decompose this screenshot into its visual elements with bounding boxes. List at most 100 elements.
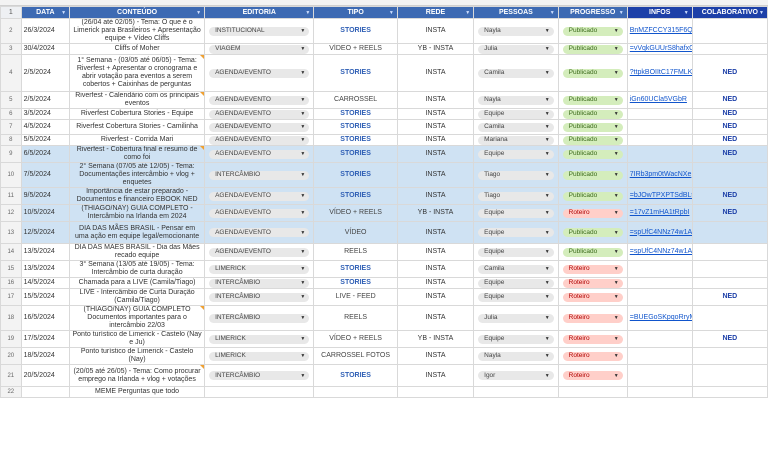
- cell-content[interactable]: (20/05 até 26/05) - Tema: Como procurar …: [69, 364, 206, 387]
- row-number[interactable]: 20: [0, 347, 22, 365]
- cell-rede[interactable]: INSTA: [396, 305, 475, 331]
- cell-date[interactable]: 6/5/2024: [20, 145, 71, 163]
- cell-progresso[interactable]: Publicado ▼: [557, 187, 628, 205]
- cell-colaborativo[interactable]: NED: [691, 204, 768, 222]
- cell-progresso[interactable]: Roteiro ▼: [557, 277, 628, 289]
- cell-info-link[interactable]: [626, 347, 693, 365]
- pessoa-dropdown[interactable]: Nayla ▼: [478, 351, 554, 361]
- cell-progresso[interactable]: Publicado ▼: [557, 134, 628, 146]
- cell-pessoas[interactable]: Nayla ▼: [473, 18, 559, 44]
- cell-colaborativo[interactable]: [691, 386, 768, 398]
- cell-date[interactable]: 16/5/2024: [20, 305, 71, 331]
- cell-editoria[interactable]: VIAGEM ▼: [204, 43, 315, 55]
- pessoa-dropdown[interactable]: Equipe ▼: [478, 247, 554, 257]
- cell-date[interactable]: 15/5/2024: [20, 288, 71, 306]
- cell-editoria[interactable]: AGENDA/EVENTO ▼: [204, 243, 315, 261]
- editoria-dropdown[interactable]: AGENDA/EVENTO ▼: [209, 95, 310, 105]
- cell-content[interactable]: Chamada para a LIVE (Camila/Tiago): [69, 277, 206, 289]
- dropdown-arrow-icon[interactable]: ▼: [300, 280, 306, 286]
- dropdown-arrow-icon[interactable]: ▼: [544, 280, 550, 286]
- cell-pessoas[interactable]: [473, 386, 559, 398]
- cell-progresso[interactable]: Roteiro ▼: [557, 260, 628, 278]
- editoria-dropdown[interactable]: LIMERICK ▼: [209, 351, 310, 361]
- progress-status-dropdown[interactable]: Roteiro ▼: [562, 208, 623, 218]
- cell-progresso[interactable]: Publicado ▼: [557, 91, 628, 109]
- cell-colaborativo[interactable]: NED: [691, 119, 768, 135]
- cell-content[interactable]: 1° Semana - (03/05 até 06/05) - Tema: Ri…: [69, 54, 206, 92]
- editoria-dropdown[interactable]: AGENDA/EVENTO ▼: [209, 208, 310, 218]
- dropdown-arrow-icon[interactable]: ▼: [544, 266, 550, 272]
- cell-tipo[interactable]: STORIES: [313, 134, 398, 146]
- filter-icon[interactable]: ▼: [61, 10, 67, 16]
- cell-content[interactable]: Ponto turístico de Limerick - Castelo (N…: [69, 330, 206, 348]
- progress-status-dropdown[interactable]: Publicado ▼: [562, 68, 623, 78]
- cell-editoria[interactable]: AGENDA/EVENTO ▼: [204, 204, 315, 222]
- progress-status-dropdown[interactable]: Publicado ▼: [562, 95, 623, 105]
- progress-status-dropdown[interactable]: Publicado ▼: [562, 228, 623, 237]
- progress-status-dropdown[interactable]: Publicado ▼: [562, 109, 623, 119]
- filter-icon[interactable]: ▼: [196, 10, 202, 16]
- cell-rede[interactable]: INSTA: [396, 364, 475, 387]
- cell-rede[interactable]: [396, 386, 475, 398]
- cell-content[interactable]: DIA DAS MÃES BRASIL - Pensar em uma ação…: [69, 221, 206, 244]
- dropdown-arrow-icon[interactable]: ▼: [544, 249, 550, 255]
- row-number[interactable]: 2: [0, 18, 22, 44]
- dropdown-arrow-icon[interactable]: ▼: [613, 97, 619, 103]
- cell-editoria[interactable]: LIMERICK ▼: [204, 330, 315, 348]
- cell-info-link[interactable]: =spUfC4NNz74w1A: [626, 243, 693, 261]
- pessoa-dropdown[interactable]: Equipe ▼: [478, 109, 554, 119]
- editoria-dropdown[interactable]: INTERCÂMBIO ▼: [209, 371, 310, 380]
- cell-rede[interactable]: INSTA: [396, 277, 475, 289]
- pessoa-dropdown[interactable]: Nayla ▼: [478, 95, 554, 105]
- cell-date[interactable]: 13/5/2024: [20, 260, 71, 278]
- dropdown-arrow-icon[interactable]: ▼: [300, 193, 306, 199]
- editoria-dropdown[interactable]: AGENDA/EVENTO ▼: [209, 68, 310, 78]
- cell-pessoas[interactable]: Equipe ▼: [473, 221, 559, 244]
- cell-info-link[interactable]: [626, 386, 693, 398]
- cell-colaborativo[interactable]: NED: [691, 145, 768, 163]
- cell-colaborativo[interactable]: [691, 221, 768, 244]
- cell-progresso[interactable]: Roteiro ▼: [557, 204, 628, 222]
- cell-content[interactable]: LIVE - Intercâmbio de Curta Duração (Cam…: [69, 288, 206, 306]
- cell-rede[interactable]: INSTA: [396, 347, 475, 365]
- cell-date[interactable]: 9/5/2024: [20, 187, 71, 205]
- cell-rede[interactable]: INSTA: [396, 54, 475, 92]
- cell-content[interactable]: (26/04 até 02/05) - Tema: O que é o Lime…: [69, 18, 206, 44]
- dropdown-arrow-icon[interactable]: ▼: [544, 172, 550, 178]
- dropdown-arrow-icon[interactable]: ▼: [544, 28, 550, 34]
- pessoa-dropdown[interactable]: Igor ▼: [478, 371, 554, 380]
- cell-pessoas[interactable]: Equipe ▼: [473, 204, 559, 222]
- cell-tipo[interactable]: [313, 386, 398, 398]
- dropdown-arrow-icon[interactable]: ▼: [544, 46, 550, 52]
- dropdown-arrow-icon[interactable]: ▼: [300, 111, 306, 117]
- cell-date[interactable]: 3/5/2024: [20, 108, 71, 120]
- cell-rede[interactable]: INSTA: [396, 91, 475, 109]
- editoria-dropdown[interactable]: AGENDA/EVENTO ▼: [209, 109, 310, 119]
- cell-date[interactable]: 12/5/2024: [20, 221, 71, 244]
- filter-icon[interactable]: ▼: [465, 10, 471, 16]
- editoria-dropdown[interactable]: INTERCÂMBIO ▼: [209, 170, 310, 180]
- row-number[interactable]: 9: [0, 145, 22, 163]
- progress-status-dropdown[interactable]: Publicado ▼: [562, 191, 623, 201]
- progress-status-dropdown[interactable]: Publicado ▼: [562, 170, 623, 180]
- row-number[interactable]: 11: [0, 187, 22, 205]
- row-number[interactable]: 4: [0, 54, 22, 92]
- cell-progresso[interactable]: Publicado ▼: [557, 108, 628, 120]
- cell-info-link[interactable]: BnMZFCCY315F6Q: [626, 18, 693, 44]
- dropdown-arrow-icon[interactable]: ▼: [300, 210, 306, 216]
- dropdown-arrow-icon[interactable]: ▼: [544, 336, 550, 342]
- cell-info-link[interactable]: =bJOwTPXPTSdBLt: [626, 187, 693, 205]
- dropdown-arrow-icon[interactable]: ▼: [300, 249, 306, 255]
- cell-progresso[interactable]: Publicado ▼: [557, 162, 628, 188]
- cell-pessoas[interactable]: Camila ▼: [473, 260, 559, 278]
- cell-pessoas[interactable]: Equipe ▼: [473, 108, 559, 120]
- row-number[interactable]: 18: [0, 305, 22, 331]
- cell-pessoas[interactable]: Igor ▼: [473, 364, 559, 387]
- progress-status-dropdown[interactable]: Roteiro ▼: [562, 264, 623, 274]
- cell-colaborativo[interactable]: NED: [691, 187, 768, 205]
- dropdown-arrow-icon[interactable]: ▼: [300, 172, 306, 178]
- editoria-dropdown[interactable]: VIAGEM ▼: [209, 44, 310, 54]
- pessoa-dropdown[interactable]: Equipe ▼: [478, 149, 554, 159]
- cell-tipo[interactable]: VÍDEO + REELS: [313, 43, 398, 55]
- cell-progresso[interactable]: Publicado ▼: [557, 221, 628, 244]
